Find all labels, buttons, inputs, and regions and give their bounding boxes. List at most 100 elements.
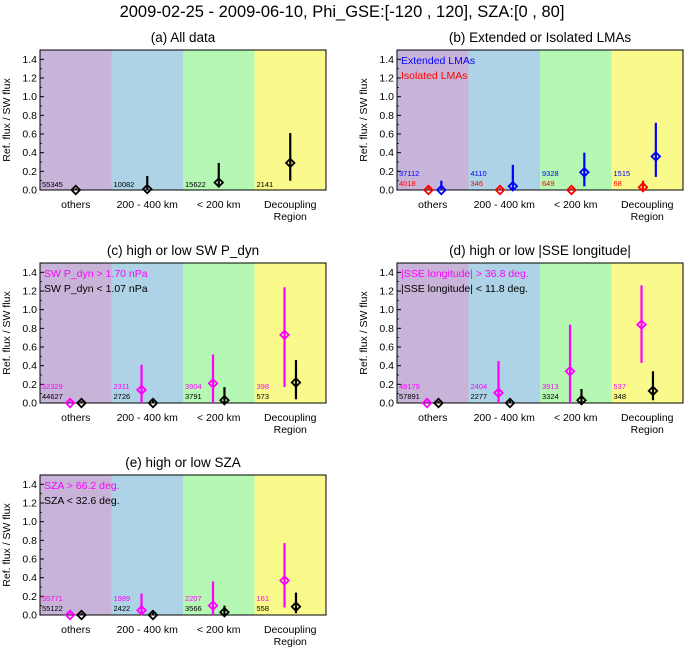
y-tick-label: 1.2 <box>379 73 394 85</box>
data-point <box>141 183 153 195</box>
y-tick-label: 0.4 <box>22 572 37 584</box>
legend-entry: SW P_dyn < 1.07 nPa <box>44 283 148 295</box>
x-category-label-line: < 200 km <box>197 624 241 636</box>
y-tick-label: 0.4 <box>379 360 394 372</box>
plot-frame <box>39 262 327 404</box>
x-category-label-line: 200 - 400 km <box>474 199 536 211</box>
data-point <box>213 177 225 189</box>
count-label: 37112 <box>399 169 419 178</box>
count-label: 3566 <box>185 604 202 613</box>
data-point <box>64 609 76 621</box>
x-category-label: Decoupling Region <box>264 199 317 223</box>
x-category-label-line: < 200 km <box>554 412 598 424</box>
count-label: 52329 <box>42 382 63 391</box>
data-point <box>507 180 519 192</box>
count-label: 3904 <box>185 382 202 391</box>
panel-title: (b) Extended or Isolated LMAs <box>449 30 632 45</box>
x-category-label-line: < 200 km <box>197 412 241 424</box>
region-band <box>397 263 469 403</box>
x-category-label: < 200 km <box>554 412 598 424</box>
y-tick-label: 0.8 <box>22 323 37 335</box>
count-label: 15622 <box>185 180 206 189</box>
data-point <box>432 397 444 409</box>
y-tick-label: 0.0 <box>379 185 394 197</box>
figure-title: 2009-02-25 - 2009-06-10, Phi_GSE:[-120 ,… <box>120 3 565 21</box>
y-tick-label: 1.0 <box>379 304 394 316</box>
y-tick-label: 1.0 <box>22 516 37 528</box>
region-band <box>111 50 183 190</box>
data-point <box>218 394 230 406</box>
count-label: 44627 <box>42 392 63 401</box>
x-category-label-line: others <box>418 199 447 211</box>
x-category-label: 200 - 400 km <box>474 412 536 424</box>
x-category-label: 200 - 400 km <box>117 412 179 424</box>
region-band <box>611 50 683 190</box>
data-point <box>650 150 662 162</box>
data-point <box>284 157 296 169</box>
x-category-label: others <box>61 624 90 636</box>
region-band <box>468 50 540 190</box>
y-tick-label: 0.6 <box>22 129 37 141</box>
y-tick-label: 0.4 <box>22 147 37 159</box>
data-point <box>421 397 433 409</box>
x-category-label-line: Region <box>631 424 664 436</box>
x-category-label-line: Region <box>274 211 307 223</box>
x-category-label-line: others <box>418 412 447 424</box>
count-label: 68 <box>614 179 622 188</box>
x-category-label-line: others <box>61 199 90 211</box>
region-band <box>468 263 540 403</box>
x-category-label: others <box>61 412 90 424</box>
x-category-label: Decoupling Region <box>621 199 674 223</box>
y-tick-label: 0.2 <box>22 379 37 391</box>
y-tick-label: 0.2 <box>379 166 394 178</box>
y-tick-label: 0.2 <box>379 379 394 391</box>
data-point <box>218 606 230 618</box>
y-tick-label: 0.6 <box>22 554 37 566</box>
data-point <box>136 604 148 616</box>
legend-entry: SW P_dyn > 1.70 nPa <box>44 268 148 280</box>
data-point <box>147 609 159 621</box>
data-point <box>207 377 219 389</box>
count-label: 348 <box>614 392 627 401</box>
x-category-label-line: 200 - 400 km <box>117 412 179 424</box>
legend-entry: Extended LMAs <box>401 55 475 67</box>
count-label: 1515 <box>614 169 631 178</box>
x-category-label-line: Region <box>631 211 664 223</box>
legend-entry: |SSE longitude| > 36.8 deg. <box>401 268 529 280</box>
count-label: 161 <box>257 594 270 603</box>
data-point <box>565 184 577 196</box>
panel-e: (e) high or low SZA 0.0 0.2 0.4 0.6 0.8 1.0 1.2… <box>1 455 327 648</box>
y-tick-label: 1.0 <box>379 91 394 103</box>
data-point <box>70 184 82 196</box>
panel-title: (a) All data <box>151 30 216 45</box>
count-label: 3791 <box>185 392 202 401</box>
y-tick-label: 1.2 <box>22 498 37 510</box>
data-point <box>493 387 505 399</box>
y-tick-label: 0.6 <box>22 342 37 354</box>
panel-b: (b) Extended or Isolated LMAs 0.0 0.2 0.4 0.… <box>358 30 684 223</box>
x-category-label-line: 200 - 400 km <box>474 412 536 424</box>
data-point <box>636 319 648 331</box>
y-tick-label: 1.4 <box>22 479 37 491</box>
x-category-label: < 200 km <box>197 412 241 424</box>
x-category-label-line: Region <box>274 424 307 436</box>
x-category-label-line: Decoupling <box>264 624 317 636</box>
x-category-label-line: < 200 km <box>554 199 598 211</box>
x-category-label-line: < 200 km <box>197 199 241 211</box>
data-point <box>504 397 516 409</box>
data-point <box>435 184 447 196</box>
x-category-label: < 200 km <box>197 199 241 211</box>
count-label: 573 <box>257 392 270 401</box>
region-band <box>540 50 612 190</box>
x-category-label: Decoupling Region <box>264 624 317 648</box>
x-category-label-line: 200 - 400 km <box>117 199 179 211</box>
plot-frame <box>396 49 684 191</box>
y-tick-label: 0.2 <box>22 166 37 178</box>
region-band <box>611 263 683 403</box>
y-tick-label: 0.2 <box>22 591 37 603</box>
panel-c: (c) high or low SW P_dyn 0.0 0.2 0.4 0.6 0.8 1… <box>1 243 327 436</box>
plot-frame <box>39 49 327 191</box>
y-tick-label: 0.8 <box>22 535 37 547</box>
count-label: 2207 <box>185 594 202 603</box>
